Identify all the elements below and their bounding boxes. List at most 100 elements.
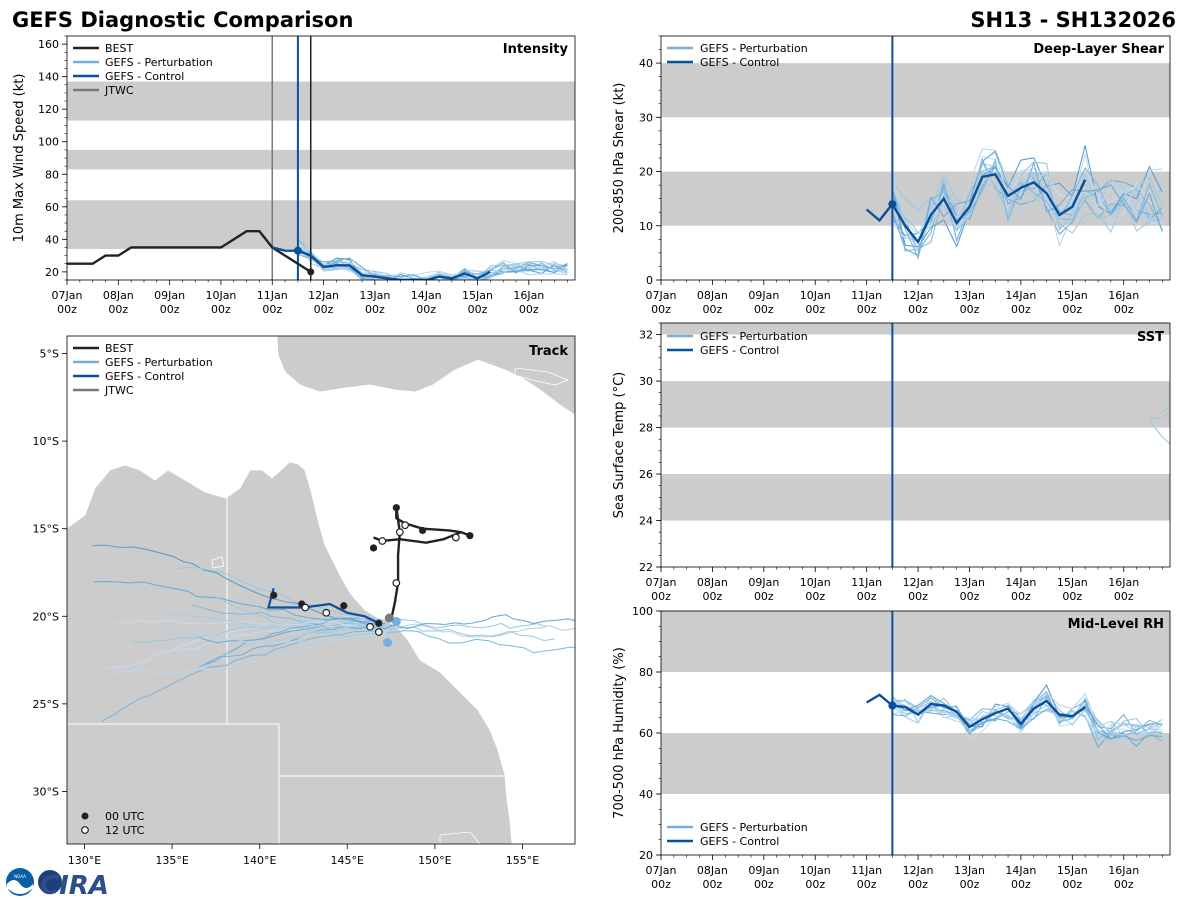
shear-xtick-hour-label: 00z xyxy=(651,303,671,316)
rh-xtick-day-label: 07Jan xyxy=(646,864,677,877)
best-12utc-marker xyxy=(451,533,460,542)
rh-axes: 07Jan00z08Jan00z09Jan00z10Jan00z11Jan00z… xyxy=(632,605,1163,891)
track-ytick-label: 30°S xyxy=(33,785,59,798)
intensity-xtick-day-label: 07Jan xyxy=(52,289,83,302)
rh-control-line xyxy=(866,693,1086,729)
shear-plot-area xyxy=(661,36,1170,280)
track-lines xyxy=(92,504,575,723)
intensity-ytick-label: 20 xyxy=(45,266,59,279)
utc-marker-legend: 00 UTC 12 UTC xyxy=(81,810,145,837)
rh-xtick-hour-label: 00z xyxy=(908,878,928,891)
intensity-xtick-day-label: 16Jan xyxy=(513,289,544,302)
shear-xtick-day-label: 08Jan xyxy=(697,289,728,302)
sst-ytick-label: 24 xyxy=(639,515,653,528)
australia-landmass xyxy=(67,461,513,844)
shear-ytick-label: 40 xyxy=(639,57,653,70)
shear-xtick-day-label: 11Jan xyxy=(851,289,882,302)
rh-xtick-day-label: 14Jan xyxy=(1005,864,1036,877)
new-britain-island xyxy=(514,367,570,386)
track-ytick-label: 20°S xyxy=(33,610,59,623)
intensity-xtick-day-label: 08Jan xyxy=(103,289,134,302)
rh-ytick-label: 20 xyxy=(639,849,653,862)
track-xtick-label: 155°E xyxy=(506,854,539,867)
sst-band xyxy=(661,474,1170,521)
sst-ytick-label: 30 xyxy=(639,375,653,388)
shear-xtick-day-label: 10Jan xyxy=(800,289,831,302)
storm-id-title: SH13 - SH132026 xyxy=(970,8,1176,32)
sst-xtick-hour-label: 00z xyxy=(908,590,928,603)
intensity-xtick-day-label: 12Jan xyxy=(308,289,339,302)
track-axes: 130°E 135°E 140°E 145°E 150°E 155°E 5°S 10°S 15°… xyxy=(33,348,540,867)
legend-perturbation-label: GEFS - Perturbation xyxy=(105,356,213,369)
track-xtick-label: 130°E xyxy=(68,854,101,867)
track-axes-frame xyxy=(66,335,576,845)
legend-12utc-marker xyxy=(81,826,89,834)
legend-12utc-label: 12 UTC xyxy=(105,824,145,837)
intensity-xtick-hour-label: 00z xyxy=(365,303,385,316)
intensity-plot-area xyxy=(67,36,575,280)
sst-xtick-day-label: 09Jan xyxy=(748,576,779,589)
track-best-line xyxy=(373,507,471,621)
shear-ytick-label: 30 xyxy=(639,111,653,124)
control-00utc-marker xyxy=(340,602,348,610)
track-perturbation-line xyxy=(157,627,392,644)
intensity-ytick-label: 60 xyxy=(45,201,59,214)
best-00utc-marker xyxy=(419,526,427,535)
shear-band xyxy=(661,63,1170,118)
rh-perturbation-line xyxy=(892,692,1163,733)
sst-panel: 07Jan00z08Jan00z09Jan00z10Jan00z11Jan00z… xyxy=(612,322,1171,603)
sst-ytick-label: 26 xyxy=(639,468,653,481)
track-perturbation-line xyxy=(101,629,392,723)
sst-xtick-hour-label: 00z xyxy=(1011,590,1031,603)
track-perturbation-line xyxy=(94,581,373,622)
shear-xtick-day-label: 16Jan xyxy=(1108,289,1139,302)
sst-xtick-hour-label: 00z xyxy=(960,590,980,603)
sst-perturbation-line xyxy=(1149,420,1170,445)
cira-logo-globe xyxy=(38,870,62,894)
sst-xtick-hour-label: 00z xyxy=(651,590,671,603)
intensity-legend: BEST GEFS - Perturbation GEFS - Control … xyxy=(73,42,213,97)
shear-ytick-label: 20 xyxy=(639,166,653,179)
rh-xtick-day-label: 11Jan xyxy=(851,864,882,877)
intensity-band xyxy=(67,81,575,121)
intensity-xtick-day-label: 14Jan xyxy=(411,289,442,302)
track-perturbation-endpoint xyxy=(391,617,401,627)
legend-perturbation-label: GEFS - Perturbation xyxy=(700,821,808,834)
sst-ytick-label: 32 xyxy=(639,329,653,342)
best-12utc-marker xyxy=(395,528,404,537)
sst-panel-title: SST xyxy=(1137,330,1164,345)
groote-island xyxy=(211,556,225,569)
intensity-band xyxy=(67,149,575,170)
control-12utc-marker xyxy=(322,608,331,617)
track-ytick-label: 15°S xyxy=(33,523,59,536)
control-12utc-marker xyxy=(374,628,383,636)
track-legend: BEST GEFS - Perturbation GEFS - Control … xyxy=(73,342,213,397)
track-perturbation-endpoint xyxy=(383,638,393,648)
legend-00utc-label: 00 UTC xyxy=(105,810,145,823)
intensity-best-line xyxy=(67,229,312,273)
rh-xtick-day-label: 09Jan xyxy=(748,864,779,877)
rh-control-marker xyxy=(888,701,897,710)
control-12utc-marker xyxy=(366,622,374,631)
track-perturbation-line xyxy=(385,623,575,638)
intensity-xtick-day-label: 15Jan xyxy=(462,289,493,302)
sst-xtick-day-label: 12Jan xyxy=(903,576,934,589)
noaa-logo: NOAA xyxy=(6,868,34,896)
sst-perturbation-line xyxy=(1149,410,1170,419)
rh-perturbation-line xyxy=(891,694,1163,741)
intensity-xtick-hour-label: 00z xyxy=(262,303,282,316)
sst-plot-area xyxy=(661,323,1170,567)
track-perturbation-line xyxy=(166,614,390,630)
track-perturbation-line xyxy=(106,620,376,670)
shear-control-marker xyxy=(888,200,897,209)
track-perturbation-line xyxy=(108,632,388,674)
state-borders xyxy=(67,496,512,844)
rh-xtick-hour-label: 00z xyxy=(754,878,774,891)
rh-band xyxy=(661,611,1170,672)
shear-xtick-hour-label: 00z xyxy=(1062,303,1082,316)
rh-xtick-day-label: 15Jan xyxy=(1057,864,1088,877)
track-map-area xyxy=(67,336,575,844)
rh-perturbation-line xyxy=(892,684,1163,740)
rh-perturbation-line xyxy=(892,694,1163,742)
shear-xtick-day-label: 13Jan xyxy=(954,289,985,302)
